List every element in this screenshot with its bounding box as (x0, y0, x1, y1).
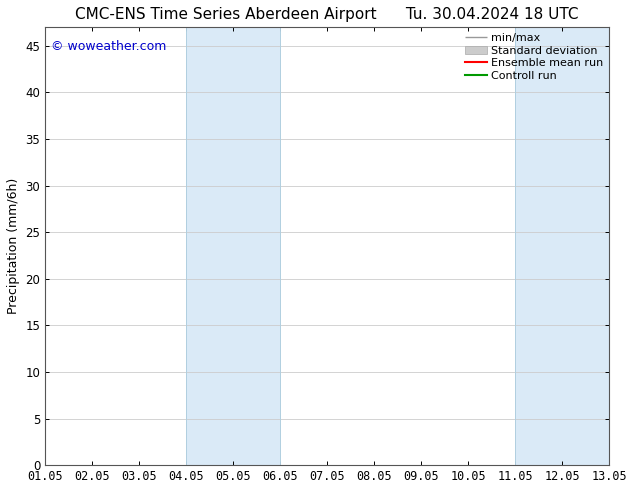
Legend: min/max, Standard deviation, Ensemble mean run, Controll run: min/max, Standard deviation, Ensemble me… (463, 30, 606, 83)
Text: © woweather.com: © woweather.com (51, 40, 166, 53)
Y-axis label: Precipitation (mm/6h): Precipitation (mm/6h) (7, 178, 20, 315)
Title: CMC-ENS Time Series Aberdeen Airport      Tu. 30.04.2024 18 UTC: CMC-ENS Time Series Aberdeen Airport Tu.… (75, 7, 579, 22)
Bar (186, 27, 280, 465)
Bar (515, 27, 609, 465)
